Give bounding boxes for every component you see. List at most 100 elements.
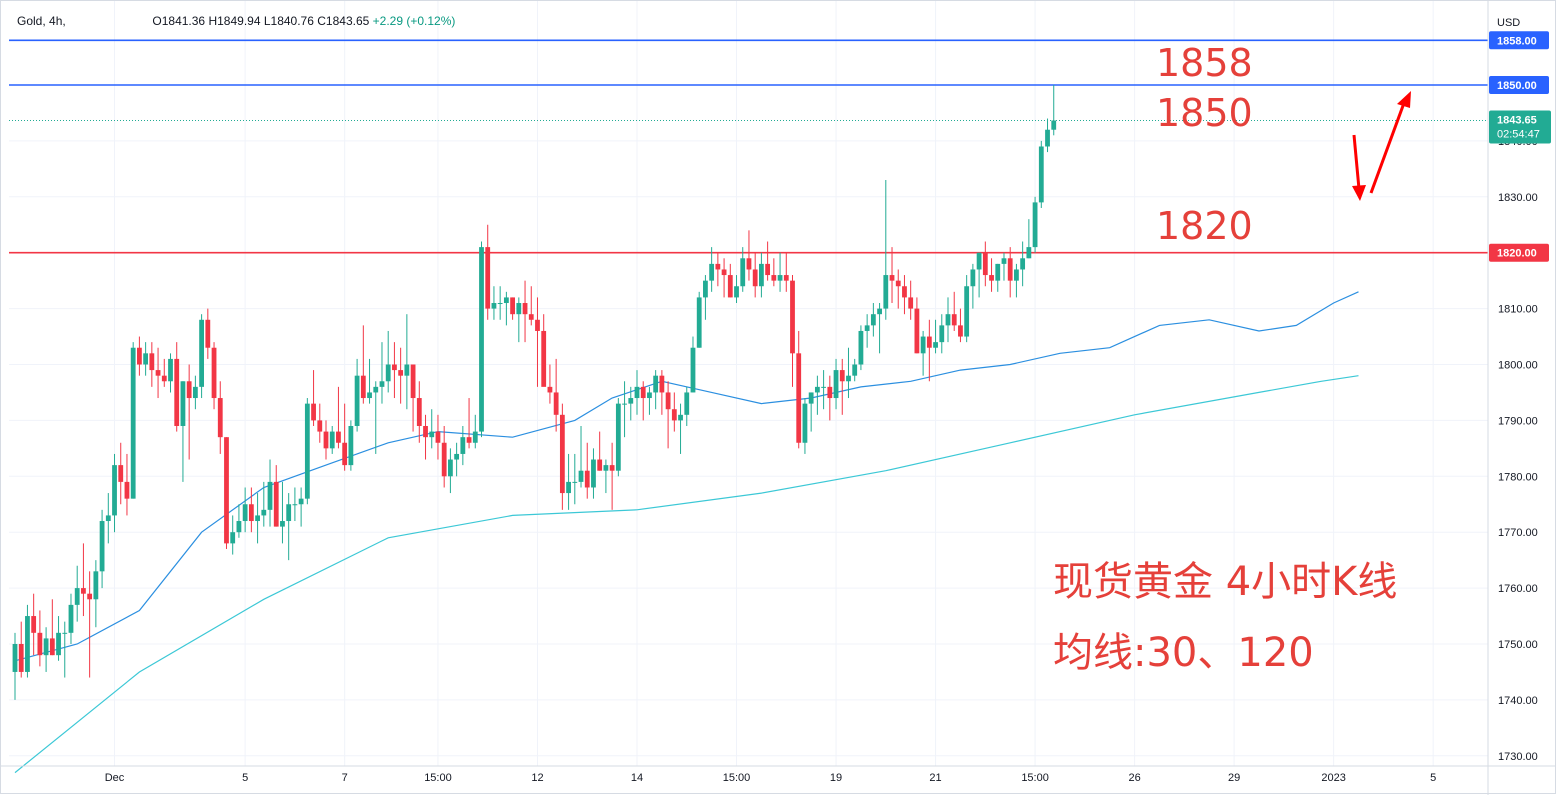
- candle: [628, 386, 634, 421]
- price-tick-label: 1770.00: [1498, 527, 1538, 539]
- price-tick-label: 1750.00: [1498, 639, 1538, 651]
- candle: [696, 291, 702, 348]
- candle-body: [970, 269, 976, 287]
- candle: [858, 325, 864, 371]
- candle-body: [31, 616, 37, 633]
- annotation-1858: 1858: [1156, 41, 1253, 85]
- candle: [783, 252, 789, 292]
- candle-body: [559, 414, 565, 494]
- candle-body: [180, 381, 186, 426]
- candle: [12, 632, 18, 700]
- candle: [1045, 118, 1050, 153]
- ohlc-close: C1843.65: [317, 14, 370, 28]
- current-price-tag: [1489, 110, 1551, 144]
- candle: [715, 252, 721, 287]
- ma30-line: [14, 291, 1359, 662]
- candle-body: [783, 275, 789, 281]
- candle-body: [460, 437, 466, 454]
- candle-body: [821, 386, 826, 388]
- time-axis[interactable]: Dec 5 7 15:00 12 14 15:00 19 21 15:00 26 29 2023 5: [1, 765, 1556, 784]
- candle: [622, 381, 627, 438]
- candle: [522, 280, 528, 343]
- level-price-label: 1850.00: [1497, 80, 1537, 92]
- candle: [684, 386, 690, 426]
- candle-body: [833, 370, 839, 399]
- candle-body: [790, 280, 795, 354]
- candle-body: [665, 392, 671, 410]
- candle-body: [1014, 269, 1019, 281]
- candle: [230, 515, 236, 555]
- candle: [211, 342, 217, 410]
- candle: [161, 358, 167, 387]
- candle-body: [870, 314, 876, 326]
- candle: [329, 425, 335, 454]
- candle-body: [933, 342, 938, 348]
- candle-body: [640, 386, 646, 399]
- candle: [1007, 247, 1013, 298]
- candle: [603, 459, 609, 494]
- candle-body: [528, 314, 534, 320]
- candle: [821, 370, 826, 410]
- candle: [839, 358, 845, 415]
- candle: [429, 409, 435, 449]
- candle: [155, 347, 161, 399]
- candle: [740, 247, 746, 292]
- candle-body: [267, 481, 273, 510]
- candle: [503, 291, 509, 326]
- candle-body: [982, 252, 988, 276]
- time-tick-label: 5: [1430, 772, 1436, 784]
- candle-body: [1007, 258, 1013, 281]
- candle-body: [678, 414, 683, 421]
- ohlc-high: H1849.94: [208, 14, 261, 28]
- candle: [777, 252, 783, 292]
- candle-body: [945, 314, 951, 326]
- candle-body: [360, 375, 366, 399]
- candle: [43, 627, 49, 672]
- candle-body: [1051, 120, 1057, 130]
- candle: [1001, 252, 1007, 281]
- symbol-name[interactable]: Gold, 4h,: [17, 14, 66, 28]
- candle: [186, 364, 192, 460]
- candle-body: [653, 375, 659, 393]
- candle: [578, 425, 584, 488]
- candle: [205, 308, 211, 359]
- candle-body: [572, 481, 578, 483]
- candle-body: [814, 386, 820, 393]
- candle-body: [93, 571, 99, 600]
- candle: [659, 370, 665, 415]
- candle: [889, 247, 895, 304]
- price-axis[interactable]: 1730.00 1740.00 1750.00 1760.00 1770.00 1780.…: [1487, 1, 1551, 795]
- candle: [392, 342, 397, 399]
- candle-body: [348, 425, 354, 466]
- candle-body: [516, 303, 522, 315]
- candle: [1032, 196, 1038, 253]
- annotation-1850: 1850: [1156, 91, 1253, 135]
- candle: [734, 275, 739, 304]
- candle: [989, 258, 994, 292]
- candle-body: [448, 459, 453, 477]
- candle: [441, 425, 447, 488]
- candle-body: [989, 275, 994, 281]
- candle-body: [951, 314, 957, 326]
- candle-body: [392, 364, 397, 371]
- candle: [31, 593, 37, 656]
- candle: [1051, 85, 1057, 136]
- candle: [410, 364, 416, 432]
- candle-body: [647, 392, 652, 399]
- candle-body: [846, 375, 851, 382]
- candle: [933, 319, 938, 354]
- ma120-line: [14, 375, 1359, 774]
- candle: [485, 224, 491, 320]
- candle-body: [441, 442, 447, 477]
- candle: [802, 398, 808, 454]
- candle-body: [547, 386, 553, 393]
- candle-body: [510, 297, 515, 315]
- candle: [68, 593, 74, 644]
- candle-body: [808, 392, 814, 404]
- candle-body: [130, 347, 136, 499]
- candle: [597, 431, 603, 471]
- candle-body: [217, 398, 223, 438]
- candle-body: [192, 386, 198, 399]
